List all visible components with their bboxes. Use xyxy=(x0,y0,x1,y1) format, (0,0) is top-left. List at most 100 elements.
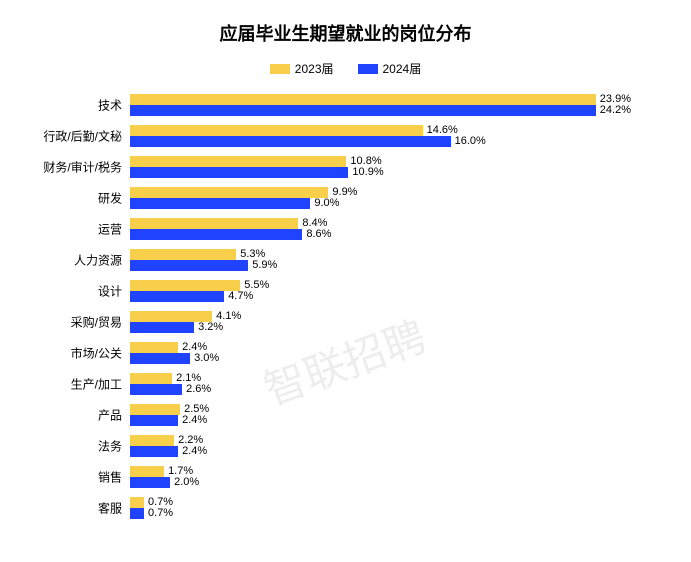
bar-value-2024: 2.4% xyxy=(182,415,207,426)
bar-fill-2023 xyxy=(130,218,298,229)
bar-value-2023: 0.7% xyxy=(148,497,173,508)
bar-2024: 2.0% xyxy=(130,477,631,488)
category-label: 产品 xyxy=(98,406,122,423)
bar-value-2023: 5.3% xyxy=(240,249,265,260)
bar-2023: 2.1% xyxy=(130,373,631,384)
bar-2023: 23.9% xyxy=(130,94,631,105)
bar-2023: 2.5% xyxy=(130,404,631,415)
bar-2024: 8.6% xyxy=(130,229,631,240)
bar-2023: 14.6% xyxy=(130,125,631,136)
bar-2024: 2.6% xyxy=(130,384,631,395)
legend-label-2023: 2023届 xyxy=(295,60,334,77)
bar-fill-2024 xyxy=(130,353,190,364)
bar-2023: 1.7% xyxy=(130,466,631,477)
bar-2023: 10.8% xyxy=(130,156,631,167)
chart-row: 研发9.9%9.0% xyxy=(130,182,631,213)
bar-2024: 16.0% xyxy=(130,136,631,147)
bar-value-2023: 2.5% xyxy=(184,404,209,415)
bar-fill-2024 xyxy=(130,167,348,178)
bar-2023: 4.1% xyxy=(130,311,631,322)
bar-fill-2023 xyxy=(130,373,172,384)
bar-fill-2024 xyxy=(130,229,302,240)
bar-value-2024: 10.9% xyxy=(352,167,383,178)
chart-legend: 2023届 2024届 xyxy=(0,60,691,89)
category-label: 行政/后勤/文秘 xyxy=(43,127,122,144)
bar-value-2023: 8.4% xyxy=(302,218,327,229)
category-label: 财务/审计/税务 xyxy=(43,158,122,175)
bar-value-2024: 8.6% xyxy=(306,229,331,240)
category-label: 运营 xyxy=(98,220,122,237)
bar-fill-2024 xyxy=(130,508,144,519)
bar-2023: 5.3% xyxy=(130,249,631,260)
bar-fill-2023 xyxy=(130,249,236,260)
legend-item-2023: 2023届 xyxy=(270,60,334,77)
bar-fill-2024 xyxy=(130,384,182,395)
chart-plot-area: 技术23.9%24.2%行政/后勤/文秘14.6%16.0%财务/审计/税务10… xyxy=(0,89,691,523)
bar-value-2024: 2.0% xyxy=(174,477,199,488)
legend-label-2024: 2024届 xyxy=(383,60,422,77)
bar-value-2024: 0.7% xyxy=(148,508,173,519)
bar-2023: 8.4% xyxy=(130,218,631,229)
category-label: 销售 xyxy=(98,468,122,485)
bar-fill-2024 xyxy=(130,136,451,147)
bar-2024: 10.9% xyxy=(130,167,631,178)
category-label: 采购/贸易 xyxy=(71,313,122,330)
bar-2023: 2.4% xyxy=(130,342,631,353)
bar-fill-2023 xyxy=(130,187,328,198)
bar-value-2023: 1.7% xyxy=(168,466,193,477)
chart-row: 运营8.4%8.6% xyxy=(130,213,631,244)
bar-fill-2023 xyxy=(130,311,212,322)
bar-fill-2024 xyxy=(130,291,224,302)
category-label: 客服 xyxy=(98,499,122,516)
bar-2024: 24.2% xyxy=(130,105,631,116)
bar-fill-2024 xyxy=(130,260,248,271)
chart-row: 设计5.5%4.7% xyxy=(130,275,631,306)
category-label: 技术 xyxy=(98,96,122,113)
chart-row: 产品2.5%2.4% xyxy=(130,399,631,430)
category-label: 生产/加工 xyxy=(71,375,122,392)
bar-fill-2023 xyxy=(130,125,423,136)
bar-fill-2023 xyxy=(130,94,596,105)
bar-value-2024: 2.4% xyxy=(182,446,207,457)
bar-value-2023: 2.1% xyxy=(176,373,201,384)
bar-value-2023: 5.5% xyxy=(244,280,269,291)
bar-value-2023: 2.4% xyxy=(182,342,207,353)
bar-value-2023: 23.9% xyxy=(600,94,631,105)
bar-2024: 2.4% xyxy=(130,446,631,457)
chart-row: 客服0.7%0.7% xyxy=(130,492,631,523)
category-label: 法务 xyxy=(98,437,122,454)
bar-2024: 4.7% xyxy=(130,291,631,302)
bar-value-2024: 3.2% xyxy=(198,322,223,333)
bar-2024: 0.7% xyxy=(130,508,631,519)
bar-value-2023: 9.9% xyxy=(332,187,357,198)
chart-row: 销售1.7%2.0% xyxy=(130,461,631,492)
bar-value-2023: 4.1% xyxy=(216,311,241,322)
bar-2023: 0.7% xyxy=(130,497,631,508)
bar-fill-2023 xyxy=(130,466,164,477)
chart-row: 人力资源5.3%5.9% xyxy=(130,244,631,275)
bar-2024: 5.9% xyxy=(130,260,631,271)
chart-row: 技术23.9%24.2% xyxy=(130,89,631,120)
bar-fill-2024 xyxy=(130,477,170,488)
legend-swatch-2024 xyxy=(358,64,378,74)
category-label: 人力资源 xyxy=(74,251,122,268)
category-label: 研发 xyxy=(98,189,122,206)
category-label: 市场/公关 xyxy=(71,344,122,361)
bar-fill-2024 xyxy=(130,198,310,209)
bar-value-2024: 24.2% xyxy=(600,105,631,116)
bar-value-2023: 10.8% xyxy=(350,156,381,167)
bar-fill-2023 xyxy=(130,497,144,508)
bar-fill-2024 xyxy=(130,105,596,116)
bar-value-2023: 2.2% xyxy=(178,435,203,446)
bar-2024: 2.4% xyxy=(130,415,631,426)
legend-item-2024: 2024届 xyxy=(358,60,422,77)
bar-2024: 3.2% xyxy=(130,322,631,333)
bar-fill-2024 xyxy=(130,415,178,426)
chart-title: 应届毕业生期望就业的岗位分布 xyxy=(0,0,691,60)
bar-2023: 5.5% xyxy=(130,280,631,291)
bar-fill-2023 xyxy=(130,280,240,291)
bar-value-2023: 14.6% xyxy=(427,125,458,136)
legend-swatch-2023 xyxy=(270,64,290,74)
bar-fill-2023 xyxy=(130,342,178,353)
bar-value-2024: 3.0% xyxy=(194,353,219,364)
